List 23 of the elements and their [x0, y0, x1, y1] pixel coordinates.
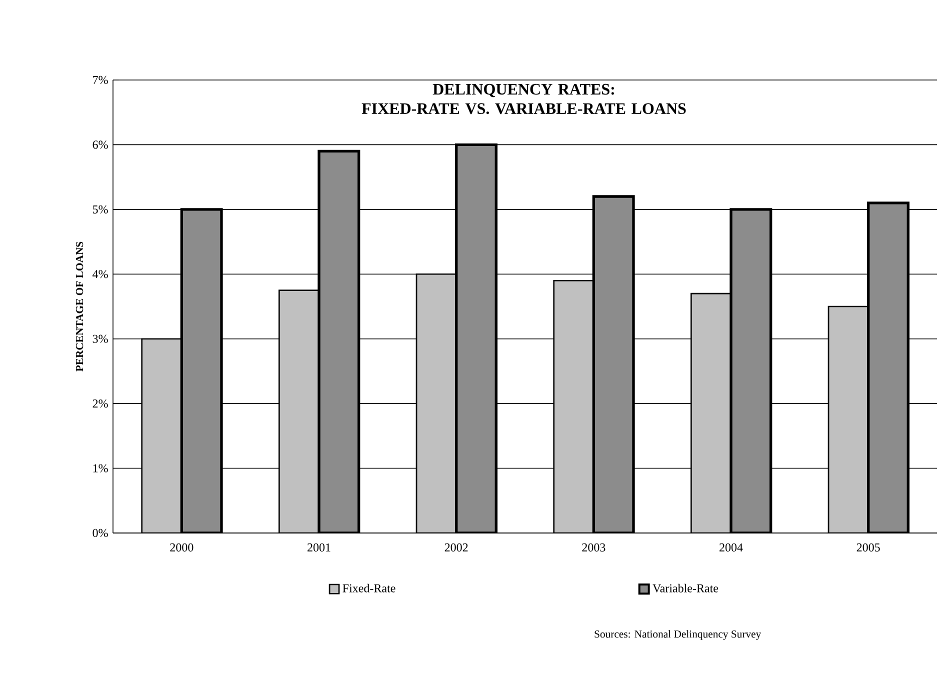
y-axis-title: PERCENTAGE OF LOANS	[76, 242, 84, 372]
y-tick-label: 1%	[93, 464, 108, 472]
bar	[141, 338, 182, 533]
source-note: Sources: National Delinquency Survey	[594, 630, 762, 640]
x-tick-label: 2000	[170, 543, 194, 552]
x-tick-label: 2001	[308, 543, 330, 552]
y-tick-label: 5%	[92, 205, 108, 214]
x-tick-label: 2004	[720, 543, 743, 552]
y-tick-label: 2%	[92, 399, 108, 408]
x-tick-label: 2005	[856, 543, 880, 552]
y-tick-label: 6%	[92, 140, 108, 149]
bar	[690, 292, 732, 533]
x-tick-label: 2002	[444, 543, 468, 552]
bar	[553, 280, 594, 533]
legend-label: Variable-Rate	[652, 584, 718, 592]
y-tick-label: 3%	[92, 334, 108, 343]
y-tick-label: 4%	[92, 270, 108, 278]
y-tick-label: 7%	[93, 76, 108, 84]
bar	[278, 290, 320, 533]
x-tick-label: 2003	[582, 543, 606, 552]
legend-label: Fixed-Rate	[342, 584, 396, 592]
y-tick-label: 0%	[92, 528, 108, 538]
text: DELINQUENCY RATES: FIXED-RATE VS. VARIABLE-RATE LOANS	[362, 84, 686, 114]
